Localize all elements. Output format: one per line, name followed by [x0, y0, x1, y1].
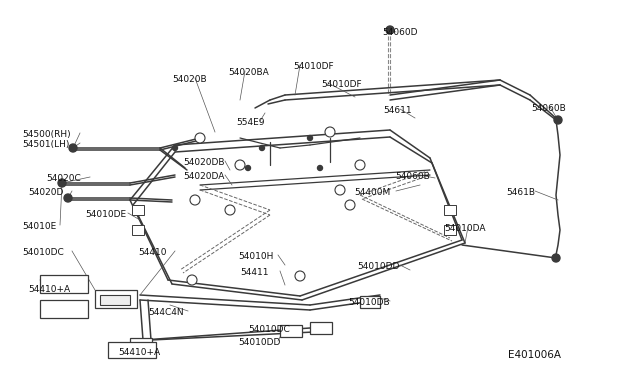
FancyBboxPatch shape: [444, 205, 456, 215]
Circle shape: [225, 205, 235, 215]
FancyBboxPatch shape: [40, 300, 88, 318]
Circle shape: [335, 185, 345, 195]
Circle shape: [246, 166, 250, 170]
FancyBboxPatch shape: [100, 295, 130, 305]
Text: 54411: 54411: [240, 268, 269, 277]
FancyBboxPatch shape: [444, 225, 456, 235]
Text: 54020DB: 54020DB: [183, 158, 225, 167]
Text: 54010DB: 54010DB: [348, 298, 390, 307]
Text: 54010DD: 54010DD: [357, 262, 399, 271]
Text: 54010E: 54010E: [22, 222, 56, 231]
Circle shape: [173, 145, 177, 151]
Text: 54010DC: 54010DC: [22, 248, 64, 257]
Text: 544C4N: 544C4N: [148, 308, 184, 317]
Text: 54501(LH): 54501(LH): [22, 140, 69, 149]
Text: 54060D: 54060D: [382, 28, 417, 37]
Text: 54410+A: 54410+A: [28, 285, 70, 294]
Circle shape: [295, 271, 305, 281]
Circle shape: [386, 26, 394, 34]
Circle shape: [235, 160, 245, 170]
FancyBboxPatch shape: [130, 338, 152, 350]
Circle shape: [554, 116, 562, 124]
Circle shape: [552, 254, 560, 262]
Text: 554E9: 554E9: [236, 118, 264, 127]
Text: 54020D: 54020D: [28, 188, 63, 197]
Text: 54400M: 54400M: [354, 188, 390, 197]
Text: 54060B: 54060B: [395, 172, 429, 181]
Circle shape: [355, 160, 365, 170]
Circle shape: [195, 133, 205, 143]
Text: 54010DE: 54010DE: [85, 210, 126, 219]
FancyBboxPatch shape: [280, 325, 302, 337]
Text: 54010DA: 54010DA: [444, 224, 486, 233]
Text: 54010DF: 54010DF: [321, 80, 362, 89]
Circle shape: [69, 144, 77, 152]
Circle shape: [317, 166, 323, 170]
Circle shape: [190, 195, 200, 205]
Circle shape: [345, 200, 355, 210]
Text: E401006A: E401006A: [508, 350, 561, 360]
Text: 54020BA: 54020BA: [228, 68, 269, 77]
Text: 54010DC: 54010DC: [248, 325, 290, 334]
Circle shape: [64, 194, 72, 202]
Text: 54060B: 54060B: [531, 104, 566, 113]
Text: 54020C: 54020C: [46, 174, 81, 183]
FancyBboxPatch shape: [108, 342, 156, 358]
Text: 54010DD: 54010DD: [238, 338, 280, 347]
Circle shape: [58, 179, 66, 187]
FancyBboxPatch shape: [40, 275, 88, 293]
Text: 5461B: 5461B: [506, 188, 535, 197]
Text: 54020DA: 54020DA: [183, 172, 225, 181]
Text: 54611: 54611: [383, 106, 412, 115]
Text: 54020B: 54020B: [172, 75, 207, 84]
FancyBboxPatch shape: [132, 205, 144, 215]
FancyBboxPatch shape: [132, 225, 144, 235]
FancyBboxPatch shape: [95, 290, 137, 308]
Text: 54500(RH): 54500(RH): [22, 130, 70, 139]
FancyBboxPatch shape: [360, 296, 380, 308]
Text: 54410+A: 54410+A: [118, 348, 160, 357]
Circle shape: [307, 135, 312, 141]
FancyBboxPatch shape: [310, 322, 332, 334]
Circle shape: [325, 127, 335, 137]
Circle shape: [259, 145, 264, 151]
Text: 54010H: 54010H: [238, 252, 273, 261]
Text: 54410: 54410: [138, 248, 166, 257]
Text: 54010DF: 54010DF: [293, 62, 333, 71]
Circle shape: [187, 275, 197, 285]
